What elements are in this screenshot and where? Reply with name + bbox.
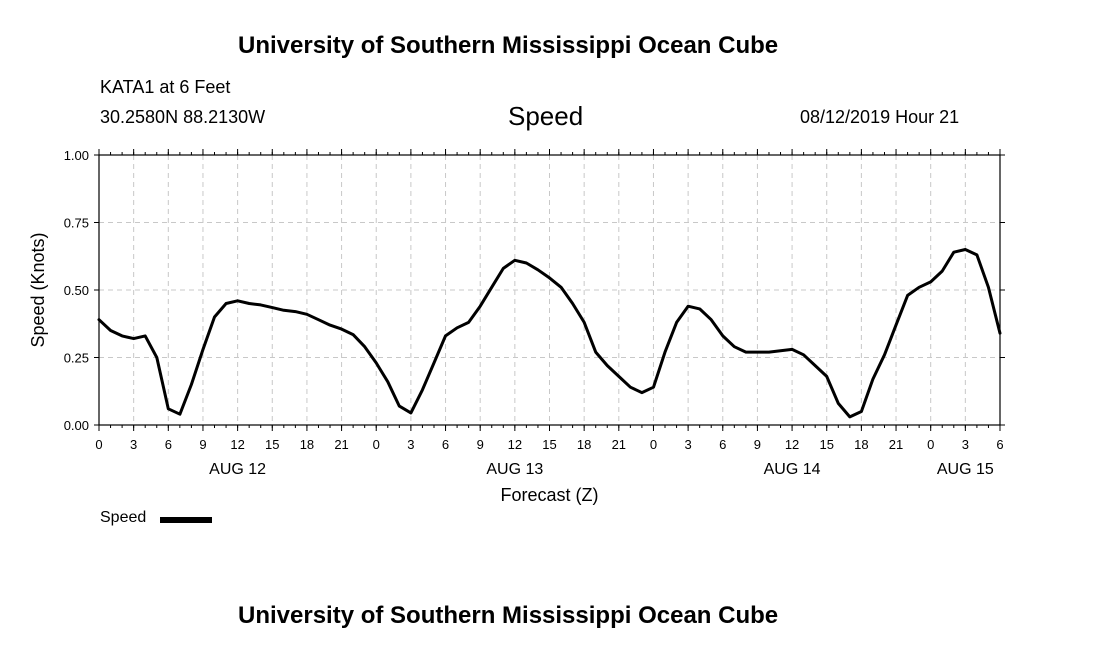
x-tick-label: 3 xyxy=(684,437,691,452)
x-tick-label: 9 xyxy=(754,437,761,452)
legend-swatch xyxy=(160,517,212,523)
date-label: AUG 15 xyxy=(937,461,994,478)
y-tick-label: 0.25 xyxy=(64,351,89,366)
x-tick-label: 15 xyxy=(542,437,556,452)
x-tick-label: 12 xyxy=(785,437,799,452)
x-tick-label: 6 xyxy=(719,437,726,452)
date-label: AUG 12 xyxy=(209,461,266,478)
x-tick-label: 18 xyxy=(854,437,868,452)
legend-label: Speed xyxy=(100,509,147,526)
series-line-speed xyxy=(97,248,1002,419)
x-tick-label: 3 xyxy=(130,437,137,452)
date-label: AUG 13 xyxy=(486,461,543,478)
x-tick-label: 9 xyxy=(477,437,484,452)
y-axis-label: Speed (Knots) xyxy=(28,232,48,347)
x-tick-label: 12 xyxy=(230,437,244,452)
plot-frame xyxy=(98,154,1001,426)
y-tick-label: 0.75 xyxy=(64,216,89,231)
chart-title: Speed xyxy=(508,101,584,131)
y-tick-label: 1.00 xyxy=(64,148,89,163)
x-axis-label: Forecast (Z) xyxy=(500,485,598,505)
date-label: AUG 14 xyxy=(764,461,821,478)
x-tick-label: 3 xyxy=(962,437,969,452)
x-tick-label: 21 xyxy=(612,437,626,452)
x-tick-label: 15 xyxy=(819,437,833,452)
x-tick-label: 0 xyxy=(95,437,102,452)
x-tick-label: 0 xyxy=(927,437,934,452)
x-tick-label: 18 xyxy=(300,437,314,452)
coords-label: 30.2580N 88.2130W xyxy=(100,107,266,127)
station-label: KATA1 at 6 Feet xyxy=(100,77,231,97)
x-tick-label: 0 xyxy=(650,437,657,452)
title-top: University of Southern Mississippi Ocean… xyxy=(238,32,779,59)
title-bottom: University of Southern Mississippi Ocean… xyxy=(238,602,779,629)
datetime-label: 08/12/2019 Hour 21 xyxy=(800,107,960,127)
x-tick-label: 0 xyxy=(373,437,380,452)
x-tick-label: 15 xyxy=(265,437,279,452)
x-tick-label: 6 xyxy=(996,437,1003,452)
x-tick-label: 12 xyxy=(508,437,522,452)
x-tick-label: 9 xyxy=(199,437,206,452)
x-tick-label: 21 xyxy=(334,437,348,452)
y-tick-label: 0.50 xyxy=(64,283,89,298)
x-tick-label: 6 xyxy=(442,437,449,452)
x-tick-label: 21 xyxy=(889,437,903,452)
y-tick-label: 0.00 xyxy=(64,418,89,433)
x-tick-label: 18 xyxy=(577,437,591,452)
x-tick-label: 6 xyxy=(165,437,172,452)
x-tick-label: 3 xyxy=(407,437,414,452)
